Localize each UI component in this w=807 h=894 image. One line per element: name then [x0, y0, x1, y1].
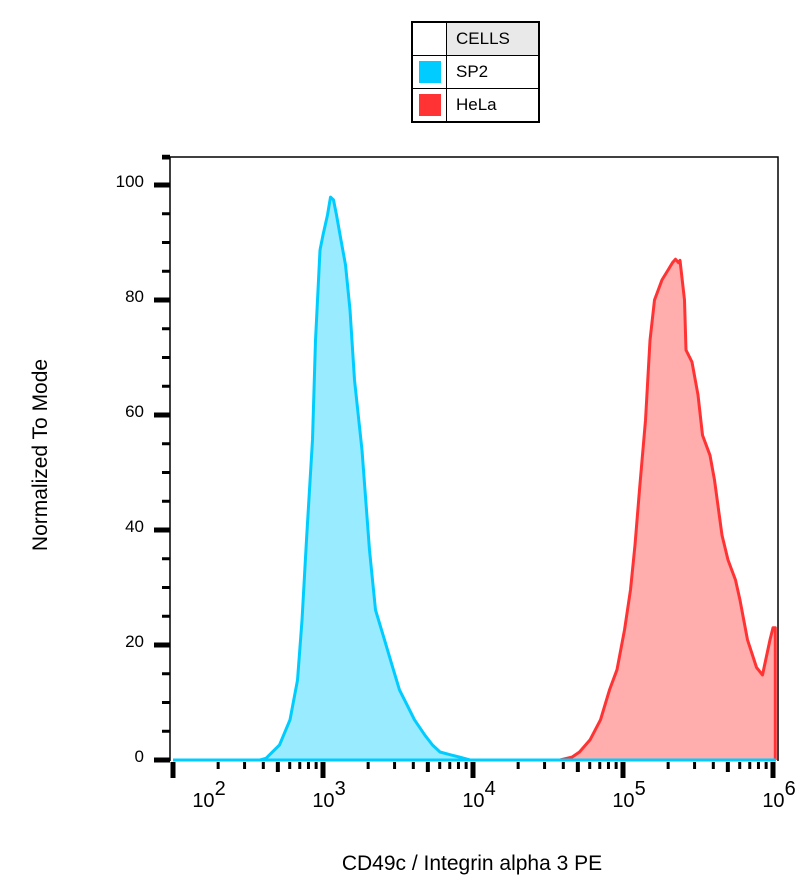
legend-swatch-hela	[418, 94, 441, 116]
series-fill-sp2	[260, 197, 470, 761]
axes-layer	[154, 154, 779, 778]
series-layer	[173, 195, 777, 762]
legend-swatch-sp2	[418, 61, 441, 83]
y-tick-label: 100	[115, 172, 144, 191]
x-axis-label: CD49c / Integrin alpha 3 PE	[341, 852, 603, 875]
series-fill-hela	[560, 259, 776, 760]
x-tick-label: 103	[312, 778, 346, 812]
x-tick-label: 106	[762, 778, 796, 812]
y-tick-label: 60	[125, 402, 144, 421]
y-tick-label: 40	[125, 517, 144, 536]
plot-frame	[169, 156, 779, 761]
legend-label-hela: HeLa	[446, 88, 540, 123]
y-tick-label: 0	[134, 747, 144, 766]
legend: CELLS SP2 HeLa	[411, 21, 540, 123]
x-tick-label: 104	[462, 778, 496, 812]
x-tick-label: 102	[192, 778, 226, 812]
x-tick-label: 105	[612, 778, 646, 812]
series-line-hela	[559, 257, 777, 762]
series-line-sp2	[259, 195, 471, 762]
y-tick-label: 20	[125, 632, 144, 651]
y-tick-label: 80	[125, 287, 144, 306]
legend-label-sp2: SP2	[446, 55, 540, 89]
y-axis-label: Normalized To Mode	[29, 358, 52, 552]
